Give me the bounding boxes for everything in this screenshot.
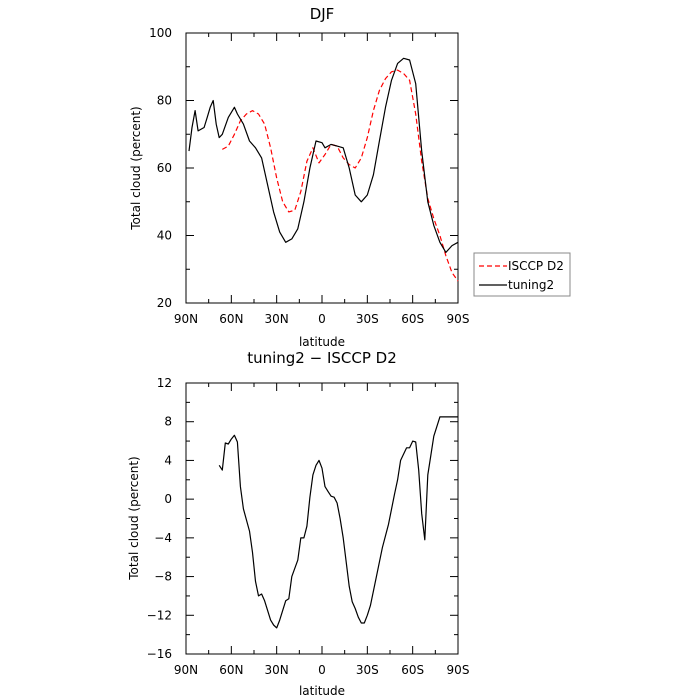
axis-ticks: 90N 60N 30N 0 30S 60S 90S 20 40 60 80 100 — [149, 26, 469, 326]
y-tick-label: −12 — [147, 608, 172, 622]
series-line-difference — [218, 416, 458, 629]
series-line-tuning2 — [188, 57, 459, 253]
x-tick-label: 90S — [447, 663, 470, 677]
x-axis-label: latitude — [299, 684, 345, 698]
legend-label-tuning2: tuning2 — [508, 278, 554, 292]
chart-panel-djf: DJF 90N 60N 30N 0 30S 60S 90S 20 40 60 80 100 latit… — [129, 5, 469, 349]
legend-label-isccp: ISCCP D2 — [508, 259, 564, 273]
series-group — [218, 416, 458, 629]
x-tick-label: 30S — [356, 312, 379, 326]
y-tick-label: 8 — [164, 415, 172, 429]
x-tick-label: 0 — [318, 312, 326, 326]
x-tick-label: 30S — [356, 663, 379, 677]
x-axis-label: latitude — [299, 335, 345, 349]
y-tick-label: 100 — [149, 26, 172, 40]
x-tick-label: 90N — [174, 663, 198, 677]
series-group — [188, 57, 459, 282]
chart-title: DJF — [310, 5, 335, 23]
y-tick-label: −16 — [147, 647, 172, 661]
y-tick-label: 0 — [164, 492, 172, 506]
x-tick-label: 60N — [219, 312, 243, 326]
x-tick-label: 60S — [401, 312, 424, 326]
axis-ticks: 90N 60N 30N 0 30S 60S 90S −16 −12 −8 −4 0 4 8 12 — [147, 376, 470, 677]
legend: ISCCP D2 tuning2 — [473, 252, 571, 297]
series-line-isccp-d2 — [222, 69, 459, 282]
x-tick-label: 90N — [174, 312, 198, 326]
chart-panel-difference: tuning2 − ISCCP D2 90N 60N 30N 0 30S 60S 90S −1… — [127, 349, 469, 698]
y-tick-label: −4 — [154, 531, 172, 545]
y-tick-label: 4 — [164, 453, 172, 467]
y-tick-label: 60 — [157, 161, 172, 175]
x-tick-label: 60N — [219, 663, 243, 677]
x-tick-label: 30N — [265, 663, 289, 677]
plot-area-frame — [185, 32, 459, 304]
y-tick-label: 12 — [157, 376, 172, 390]
y-tick-label: 20 — [157, 296, 172, 310]
x-tick-label: 90S — [447, 312, 470, 326]
plot-area-frame — [185, 382, 459, 655]
y-tick-label: −8 — [154, 570, 172, 584]
x-tick-label: 0 — [318, 663, 326, 677]
x-tick-label: 60S — [401, 663, 424, 677]
x-tick-label: 30N — [265, 312, 289, 326]
chart-title: tuning2 − ISCCP D2 — [247, 349, 397, 367]
legend-box — [473, 252, 571, 297]
y-axis-label: Total cloud (percent) — [129, 106, 143, 230]
y-axis-label: Total cloud (percent) — [127, 456, 141, 580]
y-tick-label: 40 — [157, 229, 172, 243]
y-tick-label: 80 — [157, 94, 172, 108]
